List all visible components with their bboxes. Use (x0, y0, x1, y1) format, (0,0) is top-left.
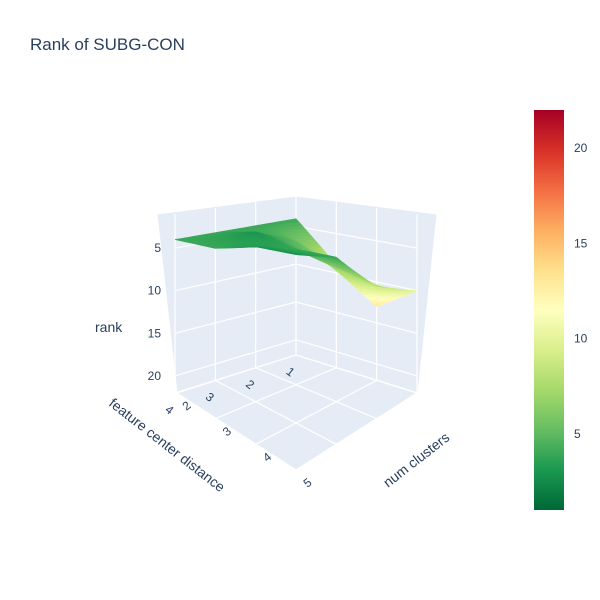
wall-grid-z (295, 225, 418, 249)
floor-grid-x (255, 379, 377, 445)
floor-grid-y (174, 392, 297, 471)
z-tick-label: 5 (154, 241, 161, 255)
wall-grid-z (174, 339, 297, 377)
surface (174, 218, 418, 307)
z-tick-label: 10 (148, 284, 162, 298)
colorbar: 5 10 15 20 (534, 110, 588, 510)
wall-grid-z (295, 301, 418, 334)
floor-grid-x (174, 354, 297, 394)
colorbar-tick-label: 20 (574, 141, 588, 155)
colorbar-gradient (534, 110, 564, 510)
chart-title: Rank of SUBG-CON (30, 35, 185, 54)
wall-grid-z (174, 301, 297, 334)
x-tick-label: 5 (301, 475, 315, 490)
z-axis-label: rank (95, 319, 123, 335)
surface-patch (292, 253, 300, 256)
wall-grid-z (295, 339, 418, 377)
floor-grid-x (215, 367, 337, 420)
colorbar-tick-label: 5 (574, 427, 581, 441)
colorbar-tick-label: 15 (574, 236, 588, 250)
floor-grid-y (255, 367, 377, 420)
colorbar-ticks: 5 10 15 20 (574, 141, 588, 441)
wall-grid-z (174, 263, 297, 292)
z-tick-label: 15 (148, 326, 162, 340)
z-tick-label: 20 (148, 369, 162, 383)
floor-grid-x (295, 392, 418, 471)
gridlines (174, 196, 418, 471)
y-tick-label: 4 (163, 402, 177, 417)
floor-grid-y (295, 354, 418, 394)
colorbar-tick-label: 10 (574, 332, 588, 346)
floor-grid-y (215, 379, 337, 445)
x-axis-label: num clusters (380, 429, 452, 490)
